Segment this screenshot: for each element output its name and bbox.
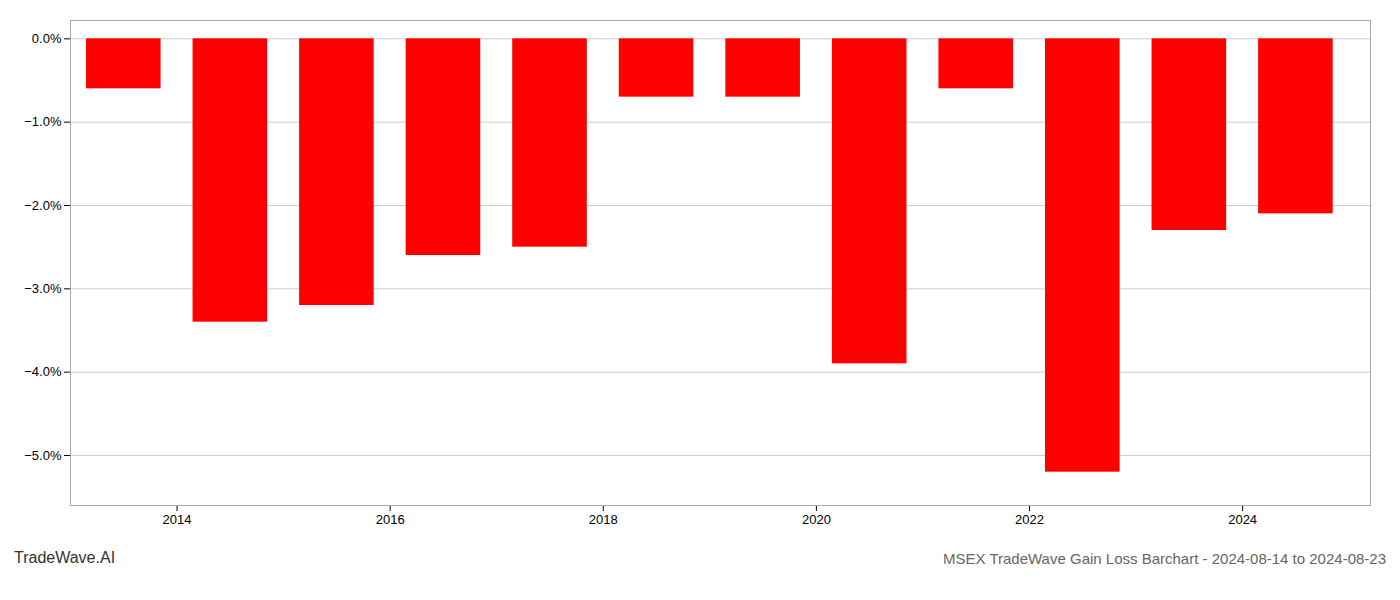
svg-text:2024: 2024 xyxy=(1228,512,1257,527)
svg-text:−2.0%: −2.0% xyxy=(24,198,62,213)
html-text:MSEX TradeWave Gain Loss Barch: MSEX TradeWave Gain Loss Barchart - 2024… xyxy=(943,550,1386,567)
svg-text:2014: 2014 xyxy=(163,512,192,527)
svg-text:2018: 2018 xyxy=(589,512,618,527)
svg-text:2016: 2016 xyxy=(376,512,405,527)
svg-text:−3.0%: −3.0% xyxy=(24,281,62,296)
svg-text:−1.0%: −1.0% xyxy=(24,114,62,129)
svg-text:−4.0%: −4.0% xyxy=(24,364,62,379)
svg-text:2022: 2022 xyxy=(1015,512,1044,527)
svg-text:0.0%: 0.0% xyxy=(32,31,62,46)
svg-text:2020: 2020 xyxy=(802,512,831,527)
svg-text:−5.0%: −5.0% xyxy=(24,448,62,463)
html-text:TradeWave.AI: TradeWave.AI xyxy=(14,549,116,566)
